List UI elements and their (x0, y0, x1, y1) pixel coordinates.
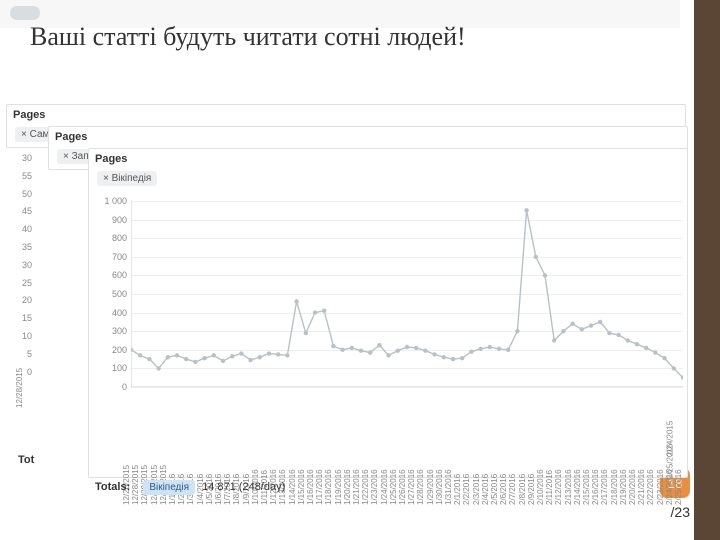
back-totals-label: Tot (18, 454, 34, 466)
totals-label: Totals: (95, 481, 130, 493)
slide-accent-bar (694, 0, 720, 540)
panel-label: Pages (7, 105, 685, 125)
line-chart: 01002003004005006007008009001 000 12/26/… (89, 185, 687, 513)
filter-tag[interactable]: × Вікіпедія (97, 171, 157, 186)
side-date-labels: 2/24/2015 2/25/2016 (652, 420, 688, 480)
panel-label: Pages (49, 127, 687, 147)
back-y-axis: 305550454035302520151050 (14, 150, 32, 381)
totals-row: Totals: Вікіпедія 14 871 (248/day) (95, 478, 285, 497)
plot-area (131, 201, 683, 387)
totals-value: 14 871 (248/day) (202, 481, 285, 493)
panel-label: Pages (89, 149, 687, 169)
slide-title: Ваші статті будуть читати сотні людей! (30, 22, 466, 52)
totals-tag[interactable]: Вікіпедія (143, 480, 195, 495)
chart-panel: Pages × Вікіпедія 0100200300400500600700… (88, 148, 688, 478)
side-date: 2/25/2016 (666, 444, 675, 480)
y-axis: 01002003004005006007008009001 000 (93, 201, 127, 445)
toolbar-pill (10, 6, 40, 20)
back-x-label: 12/28/2015 (15, 368, 24, 408)
